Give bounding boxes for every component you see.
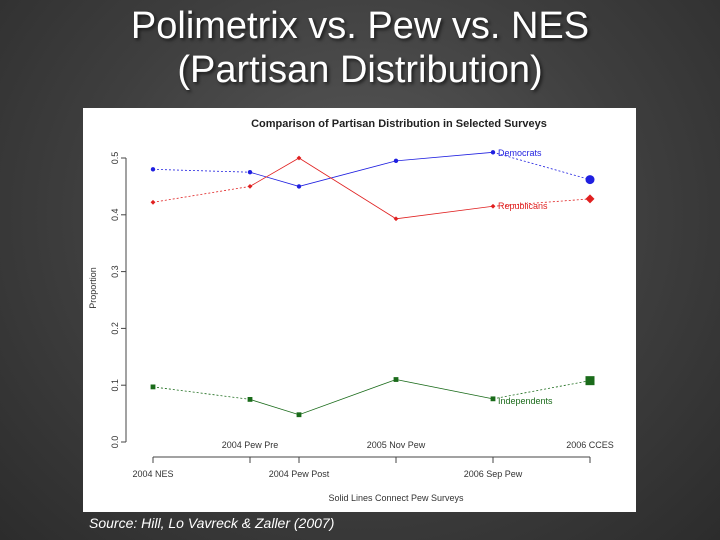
independents-point bbox=[150, 384, 156, 390]
republicans-solid-line bbox=[249, 157, 494, 220]
x-tick-label-top: 2005 Nov Pew bbox=[367, 440, 426, 450]
democrats-point bbox=[585, 175, 595, 185]
x-tick-label-bottom: 2006 Sep Pew bbox=[464, 469, 523, 479]
chart-series: Democrats Republicans Independents bbox=[150, 148, 595, 418]
democrats-dashed-segment bbox=[492, 151, 591, 180]
independents-point bbox=[296, 412, 302, 418]
independents-dashed-segment bbox=[492, 380, 591, 400]
republicans-point bbox=[296, 155, 302, 161]
y-tick-label: 0.0 bbox=[110, 436, 120, 449]
democrats-solid-line bbox=[249, 151, 494, 187]
partisan-chart: Comparison of Partisan Distribution in S… bbox=[88, 118, 614, 503]
independents-point bbox=[585, 376, 595, 386]
y-tick-label: 0.1 bbox=[110, 379, 120, 392]
democrats-point bbox=[393, 158, 399, 164]
democrats-point bbox=[247, 170, 253, 175]
x-tick-label-bottom: 2004 NES bbox=[132, 469, 173, 479]
independents-dashed-segment bbox=[152, 386, 251, 400]
x-tick-label-top: 2006 CCES bbox=[566, 440, 614, 450]
x-tick-label-top: 2004 Pew Pre bbox=[222, 440, 279, 450]
independents-point bbox=[490, 396, 496, 402]
republicans-dashed-segment bbox=[492, 198, 591, 207]
y-tick-label: 0.4 bbox=[110, 209, 120, 222]
republicans-dashed-segment bbox=[152, 186, 251, 203]
democrats-point bbox=[296, 184, 302, 189]
democrats-point bbox=[490, 150, 496, 155]
democrats-point bbox=[150, 167, 156, 172]
chart-axes: 0.0 0.1 0.2 0.3 0.4 0.5 2004 NES 2004 Pew Post 2… bbox=[110, 152, 614, 479]
y-tick-label: 0.3 bbox=[110, 265, 120, 278]
republicans-point bbox=[585, 194, 595, 204]
chart-title: Comparison of Partisan Distribution in S… bbox=[251, 118, 547, 130]
slide-title-line-2: (Partisan Distribution) bbox=[177, 49, 543, 91]
independents-solid-line bbox=[249, 379, 494, 416]
republicans-point bbox=[150, 199, 156, 205]
y-axis-label: Proportion bbox=[88, 267, 98, 309]
y-tick-label: 0.2 bbox=[110, 322, 120, 335]
independents-point bbox=[393, 377, 399, 382]
slide-title: Polimetrix vs. Pew vs. NES (Partisan Dis… bbox=[0, 4, 720, 92]
y-tick-label: 0.5 bbox=[110, 152, 120, 165]
democrats-dashed-segment bbox=[152, 168, 251, 173]
republicans-series-label: Republicans bbox=[498, 201, 548, 211]
chart-panel: Comparison of Partisan Distribution in S… bbox=[83, 108, 636, 512]
independents-series-label: Independents bbox=[498, 396, 553, 406]
slide-title-line-1: Polimetrix vs. Pew vs. NES bbox=[130, 5, 590, 47]
x-tick-label-bottom: 2004 Pew Post bbox=[269, 469, 330, 479]
democrats-series-label: Democrats bbox=[498, 148, 542, 158]
source-citation: Source: Hill, Lo Vavreck & Zaller (2007) bbox=[89, 515, 335, 531]
republicans-point bbox=[490, 203, 496, 209]
republicans-point bbox=[247, 184, 253, 189]
x-axis-label: Solid Lines Connect Pew Surveys bbox=[328, 493, 464, 503]
independents-point bbox=[247, 397, 253, 402]
republicans-point bbox=[393, 216, 399, 222]
